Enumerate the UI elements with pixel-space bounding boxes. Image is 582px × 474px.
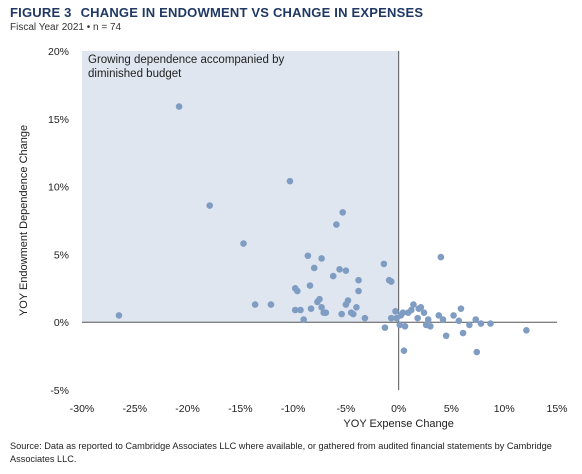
data-point xyxy=(267,301,275,308)
data-point xyxy=(310,264,318,272)
data-point xyxy=(400,347,408,354)
data-point xyxy=(523,327,530,334)
data-point xyxy=(472,316,480,323)
data-point xyxy=(420,309,428,317)
y-tick-label: 0% xyxy=(54,317,69,329)
data-point xyxy=(175,103,183,110)
figure-title: FIGURE 3 CHANGE IN ENDOWMENT VS CHANGE IN… xyxy=(10,5,423,20)
y-tick-label: 10% xyxy=(48,182,69,194)
data-point xyxy=(380,260,388,268)
data-point xyxy=(291,306,299,314)
figure-subtitle: Fiscal Year 2021 • n = 74 xyxy=(10,22,122,33)
data-point xyxy=(338,310,345,318)
data-point xyxy=(396,321,404,329)
data-point xyxy=(427,322,434,330)
figure-number: FIGURE 3 xyxy=(10,5,72,20)
data-point xyxy=(450,312,457,319)
y-tick-labels: -5% 0% 5% 10% 15% 20% xyxy=(48,46,69,397)
data-point xyxy=(304,252,312,260)
y-tick-label: 15% xyxy=(48,114,69,126)
data-point xyxy=(457,305,465,312)
data-point xyxy=(318,303,325,311)
data-point xyxy=(286,177,294,185)
data-point xyxy=(318,255,325,262)
y-tick-label: -5% xyxy=(50,385,69,397)
annotation-line-2: diminished budget xyxy=(88,68,182,80)
data-point xyxy=(307,305,315,312)
data-point xyxy=(206,202,214,209)
data-point xyxy=(408,306,415,314)
source-note: Source: Data as reported to Cambridge As… xyxy=(10,441,552,464)
data-point xyxy=(342,267,350,274)
data-point xyxy=(333,221,340,228)
x-tick-label: 5% xyxy=(444,403,459,415)
x-tick-label: 10% xyxy=(494,403,515,415)
data-point xyxy=(487,320,494,327)
y-tick-label: 5% xyxy=(54,249,69,261)
x-axis-label: YOY Expense Change xyxy=(343,418,453,430)
data-point xyxy=(442,332,450,340)
data-point xyxy=(392,308,399,315)
x-tick-label: -5% xyxy=(337,403,356,415)
data-point xyxy=(466,321,473,329)
data-point xyxy=(455,317,463,325)
data-point xyxy=(477,320,485,327)
data-point xyxy=(336,266,343,273)
data-point xyxy=(417,303,425,311)
x-tick-labels: -30% -25% -20% -15% -10% -5% 0% 5% 10% 15% xyxy=(70,403,568,415)
data-point xyxy=(401,322,409,330)
data-point xyxy=(316,295,323,303)
data-point xyxy=(355,276,362,284)
figure-title-text: CHANGE IN ENDOWMENT VS CHANGE IN EXPENSE… xyxy=(80,5,424,20)
data-point xyxy=(294,287,301,295)
data-point xyxy=(381,324,389,331)
data-point xyxy=(339,209,347,216)
data-point xyxy=(437,253,445,261)
data-point xyxy=(361,314,369,322)
data-point xyxy=(459,329,467,337)
x-tick-label: -30% xyxy=(70,403,95,415)
annotation-line-1: Growing dependence accompanied by xyxy=(88,54,285,66)
data-point xyxy=(414,314,421,322)
data-point xyxy=(473,348,481,356)
data-point xyxy=(306,282,314,289)
data-point xyxy=(399,309,407,317)
data-point xyxy=(300,316,307,323)
y-tick-label: 20% xyxy=(48,46,69,58)
data-point xyxy=(439,316,447,323)
data-point xyxy=(344,297,352,304)
data-point xyxy=(387,314,395,322)
data-point xyxy=(435,312,443,319)
data-point xyxy=(349,310,357,318)
x-tick-label: -15% xyxy=(228,403,253,415)
x-tick-label: 0% xyxy=(391,403,406,415)
data-point xyxy=(240,240,247,247)
x-tick-label: -10% xyxy=(281,403,306,415)
data-point xyxy=(353,303,360,311)
data-point xyxy=(115,312,123,319)
data-point xyxy=(297,306,304,314)
data-point xyxy=(322,309,330,317)
x-tick-label: -20% xyxy=(175,403,200,415)
x-tick-label: -25% xyxy=(123,403,148,415)
data-point xyxy=(329,272,337,280)
y-axis-label: YOY Endowment Dependence Change xyxy=(18,125,30,316)
data-point xyxy=(424,316,432,323)
data-point xyxy=(251,301,259,308)
data-points xyxy=(115,103,530,356)
x-tick-label: 15% xyxy=(546,403,567,415)
data-point xyxy=(387,278,395,285)
data-point xyxy=(355,287,362,295)
data-point xyxy=(410,301,417,308)
shaded-quadrant xyxy=(82,51,399,323)
